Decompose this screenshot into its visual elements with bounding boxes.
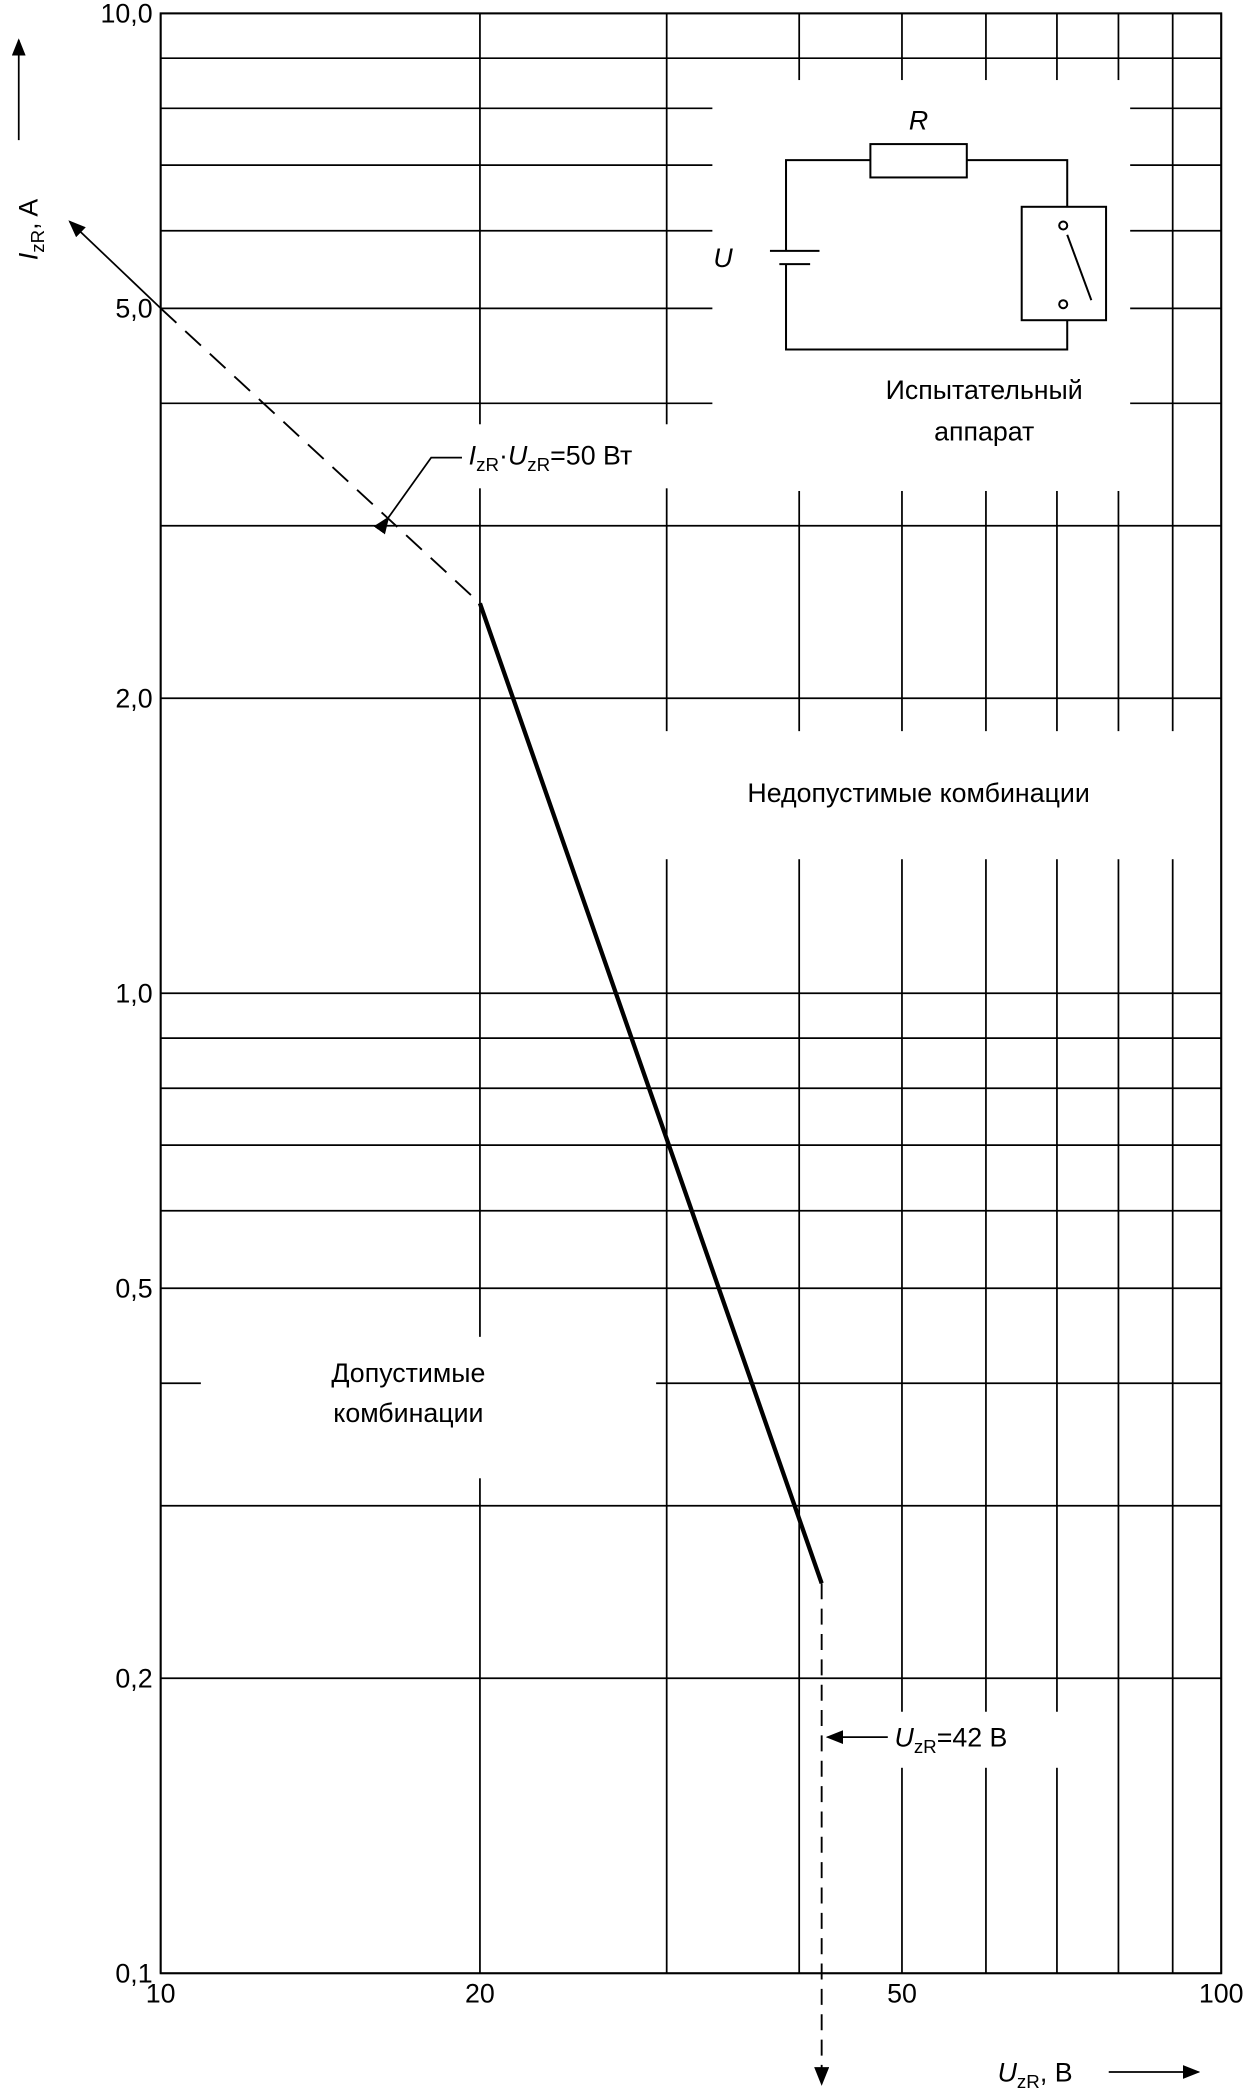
x-tick-label: 20 xyxy=(465,1979,495,2009)
y-tick-label: 0,2 xyxy=(115,1664,152,1694)
x-tick-label: 50 xyxy=(887,1979,917,2009)
plot-frame xyxy=(159,12,1223,1975)
x-tick-label: 10 xyxy=(146,1979,176,2009)
label-backgrounds xyxy=(200,80,1179,1768)
grid xyxy=(159,12,1223,1975)
region-label: Допустимые xyxy=(331,1358,485,1388)
y-tick-label: 10,0 xyxy=(101,0,153,29)
source-label: U xyxy=(713,243,733,273)
y-axis-label: IzR, A xyxy=(13,199,48,261)
circuit xyxy=(769,143,1108,351)
region-label: комбинации xyxy=(333,1398,483,1428)
resistor-label: R xyxy=(909,105,928,135)
y-tick-label: 5,0 xyxy=(115,294,152,324)
region-label: Недопустимые комбинации xyxy=(747,778,1089,808)
y-tick-label: 2,0 xyxy=(115,684,152,714)
data-line xyxy=(477,602,824,1584)
power-label: IzR·UzR=50 Вт xyxy=(469,440,633,475)
x-axis-label: UzR, В xyxy=(998,2057,1073,2092)
extension-arrow xyxy=(68,220,162,309)
voltage-label: UzR=42 В xyxy=(894,1722,1007,1757)
plot xyxy=(160,307,830,2086)
data-line xyxy=(160,307,481,605)
y-tick-label: 1,0 xyxy=(115,979,152,1009)
leader xyxy=(373,456,462,535)
inset-caption: аппарат xyxy=(934,416,1034,446)
inset-caption: Испытательный xyxy=(886,375,1083,405)
x-tick-label: 100 xyxy=(1199,1979,1244,2009)
y-tick-label: 0,1 xyxy=(115,1959,152,1989)
y-tick-label: 0,5 xyxy=(115,1274,152,1304)
